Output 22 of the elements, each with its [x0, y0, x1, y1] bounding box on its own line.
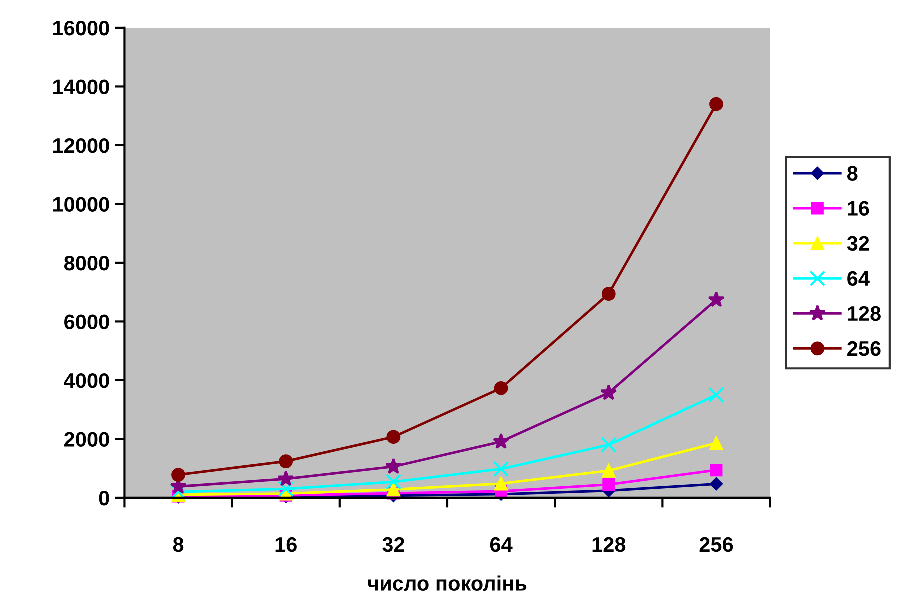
x-tick-label: 16 — [276, 537, 297, 552]
y-tick-label: 0 — [99, 490, 110, 506]
y-tick-label: 12000 — [54, 138, 110, 154]
x-axis-title: число поколінь — [368, 576, 527, 592]
y-tick-label: 16000 — [54, 20, 110, 36]
legend-label: 64 — [848, 271, 870, 286]
y-tick-label: 6000 — [64, 314, 110, 330]
legend-label: 256 — [848, 341, 881, 356]
x-tick-label: 32 — [382, 537, 404, 552]
legend-label: 8 — [847, 166, 858, 181]
x-tick-label: 256 — [700, 537, 734, 552]
y-tick-label: 8000 — [64, 256, 110, 271]
x-tick-label: 128 — [592, 537, 626, 552]
x-tick-label: 8 — [173, 537, 184, 552]
legend-label: 16 — [848, 201, 870, 216]
legend-label: 32 — [847, 236, 870, 252]
y-tick-label: 14000 — [54, 80, 110, 94]
y-tick-label: 4000 — [64, 373, 110, 388]
y-tick-label: 2000 — [64, 432, 110, 447]
legend-label: 128 — [848, 306, 881, 322]
y-tick-label: 10000 — [54, 197, 110, 212]
x-tick-label: 64 — [490, 537, 513, 552]
